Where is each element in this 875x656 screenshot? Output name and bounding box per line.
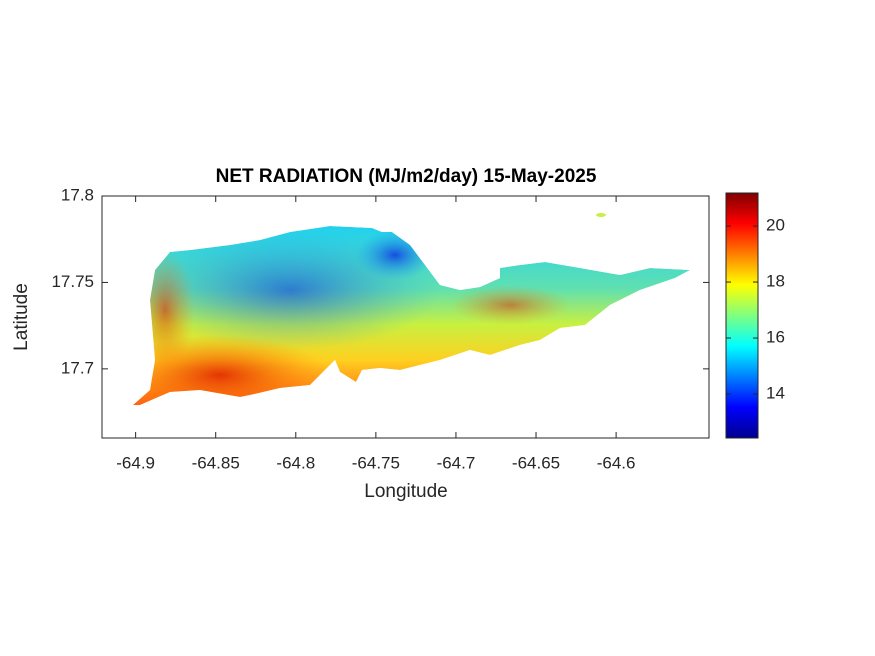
x-tick-label: -64.6 bbox=[597, 453, 636, 472]
low-zone bbox=[355, 230, 435, 280]
high-zone bbox=[135, 250, 195, 370]
x-axis-label: Longitude bbox=[364, 481, 447, 502]
high-zone bbox=[450, 285, 570, 325]
x-tick-label: -64.8 bbox=[276, 453, 315, 472]
colorbar-tick-label: 14 bbox=[766, 384, 785, 403]
chart-title: NET RADIATION (MJ/m2/day) 15-May-2025 bbox=[216, 166, 597, 187]
x-tick-label: -64.75 bbox=[352, 453, 400, 472]
axes-box bbox=[101, 195, 710, 439]
colorbar-tick-label: 16 bbox=[766, 328, 785, 347]
island bbox=[133, 226, 690, 405]
x-tick-label: -64.9 bbox=[116, 453, 155, 472]
colorbar bbox=[725, 192, 759, 439]
y-tick-label: 17.8 bbox=[61, 185, 94, 204]
x-tick-label: -64.85 bbox=[192, 453, 240, 472]
y-tick-label: 17.7 bbox=[61, 358, 94, 377]
high-zone bbox=[133, 335, 330, 405]
colorbar-tick-label: 18 bbox=[766, 272, 785, 291]
x-tick-label: -64.7 bbox=[437, 453, 476, 472]
colorbar-tick-label: 20 bbox=[766, 216, 785, 235]
island-dot bbox=[596, 213, 606, 217]
x-tick-label: -64.65 bbox=[512, 453, 560, 472]
y-tick-label: 17.75 bbox=[51, 272, 94, 291]
y-axis-label: Latitude bbox=[11, 283, 32, 351]
